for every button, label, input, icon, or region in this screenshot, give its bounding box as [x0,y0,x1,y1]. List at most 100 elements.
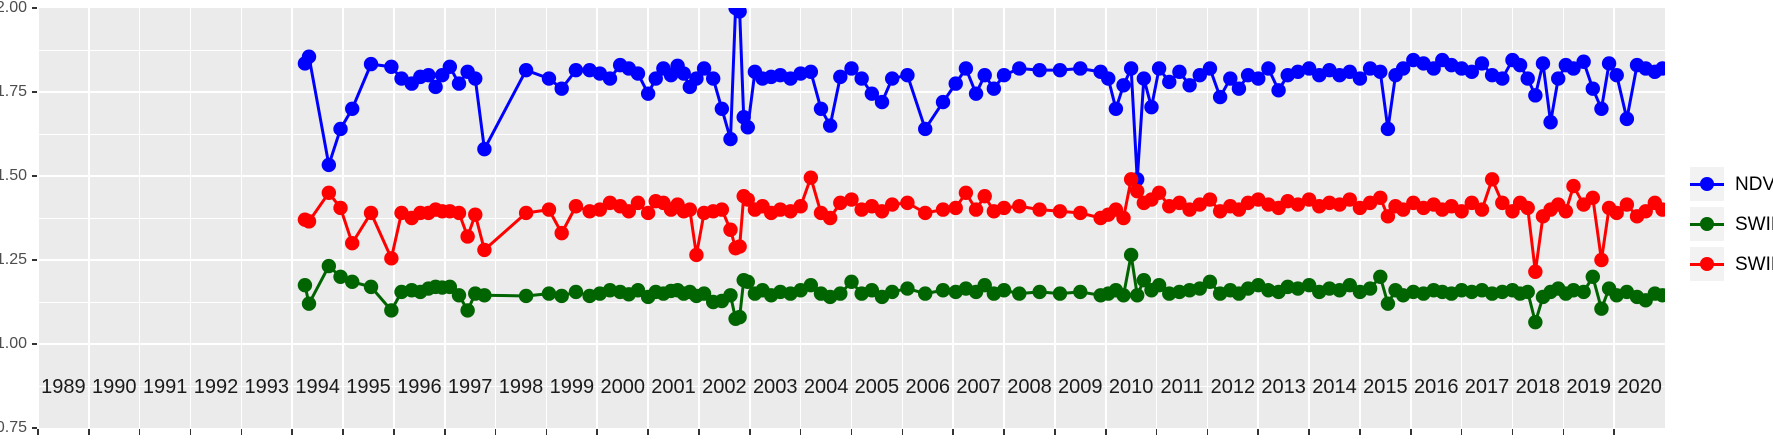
legend-item-swir2[interactable]: SWIR2 [1690,204,1773,244]
data-point [996,200,1012,216]
gridline-major-vertical [952,8,954,428]
data-point [1619,111,1635,127]
data-point [451,205,467,221]
x-axis-tick-label: 2002 [702,376,747,398]
y-axis-tick-label: 2.00 [0,0,27,16]
data-point [1566,178,1581,194]
data-point [977,68,992,83]
data-point [1032,62,1047,78]
data-point [1585,81,1601,96]
data-point [696,61,712,76]
data-point [884,197,900,212]
data-point [1136,272,1152,288]
data-point [1136,71,1152,86]
x-axis-tick-mark [799,429,802,435]
data-point [833,286,848,301]
data-point [321,157,337,173]
data-point [822,210,838,226]
x-axis-tick-label: 2011 [1160,376,1204,398]
x-axis-tick-mark [1104,429,1107,435]
data-point [1566,61,1581,76]
gridline-major-vertical [1155,8,1158,428]
legend-item-swir1[interactable]: SWIR1 [1690,244,1773,284]
data-point [1395,61,1411,76]
x-axis-tick-mark [749,429,751,435]
x-axis-tick-mark [1562,429,1565,435]
data-point [1474,56,1490,71]
data-point [714,202,730,217]
x-axis-tick-label: 1991 [142,376,188,398]
x-axis-tick-label: 1994 [295,376,340,398]
data-point [1594,252,1609,268]
x-axis-tick-label: 1992 [193,376,239,398]
data-point [958,61,974,76]
data-point [803,64,819,80]
data-point [477,288,492,303]
x-axis-tick-mark [1409,429,1412,435]
x-axis-tick-label: 1995 [346,376,391,398]
x-axis-tick-mark [952,429,954,435]
x-axis-tick-label: 2014 [1312,376,1357,398]
data-point [554,225,569,241]
x-axis-tick-label: 2018 [1515,376,1561,398]
data-point [1172,64,1187,80]
data-point [1609,205,1624,221]
data-point [442,59,458,74]
data-point [1528,264,1543,279]
data-point [1352,71,1368,86]
data-point [1535,56,1551,71]
gridline-major-vertical [1359,8,1361,428]
x-axis-tick-mark [1308,429,1310,435]
data-point [1484,172,1500,187]
data-point [477,242,492,258]
data-point [1594,301,1609,316]
data-point [363,205,379,221]
series-swir2 [297,247,1665,330]
x-axis-tick-mark [1511,429,1514,435]
data-point [1601,56,1617,71]
legend-key-swatch-icon [1690,247,1724,281]
data-point [1202,192,1218,207]
legend-item-label: NDVI [1735,173,1773,195]
x-axis-tick-label: 2007 [956,376,1001,398]
y-axis-tick-mark [32,343,37,345]
data-point [1380,296,1396,311]
data-point [732,239,747,254]
gridline-major-vertical [1206,8,1209,428]
x-axis-tick-mark [1003,429,1005,435]
data-point [345,236,360,251]
data-point [706,71,721,86]
x-axis-tick-mark [698,429,700,435]
data-point [301,49,317,64]
data-point [1271,83,1286,98]
data-point [1192,68,1207,83]
data-point [1551,71,1566,86]
data-point [1032,202,1047,217]
x-axis-tick-label: 1997 [447,376,493,398]
data-point [958,185,974,200]
data-point [1123,172,1139,187]
data-point [640,86,656,101]
data-point [833,69,848,85]
legend-item-ndvi[interactable]: NDVI [1690,164,1773,204]
data-point [1052,286,1068,301]
x-axis-tick-mark [189,429,192,435]
data-point [740,274,755,290]
data-point [918,121,933,137]
x-axis-tick-mark [1359,429,1361,435]
gridline-major-vertical [291,8,293,428]
data-point [696,286,712,301]
gridline-major-vertical [494,8,497,428]
data-point [648,71,663,86]
legend-key-dot-icon [1700,217,1714,231]
series-layer [297,8,1665,330]
data-point [1073,61,1088,76]
data-point [460,229,475,244]
data-point [1495,195,1510,211]
y-axis-tick-mark [32,259,37,261]
data-point [1576,54,1591,69]
x-axis-tick-mark [1155,429,1158,435]
data-point [1151,278,1167,293]
data-point [1012,199,1027,214]
